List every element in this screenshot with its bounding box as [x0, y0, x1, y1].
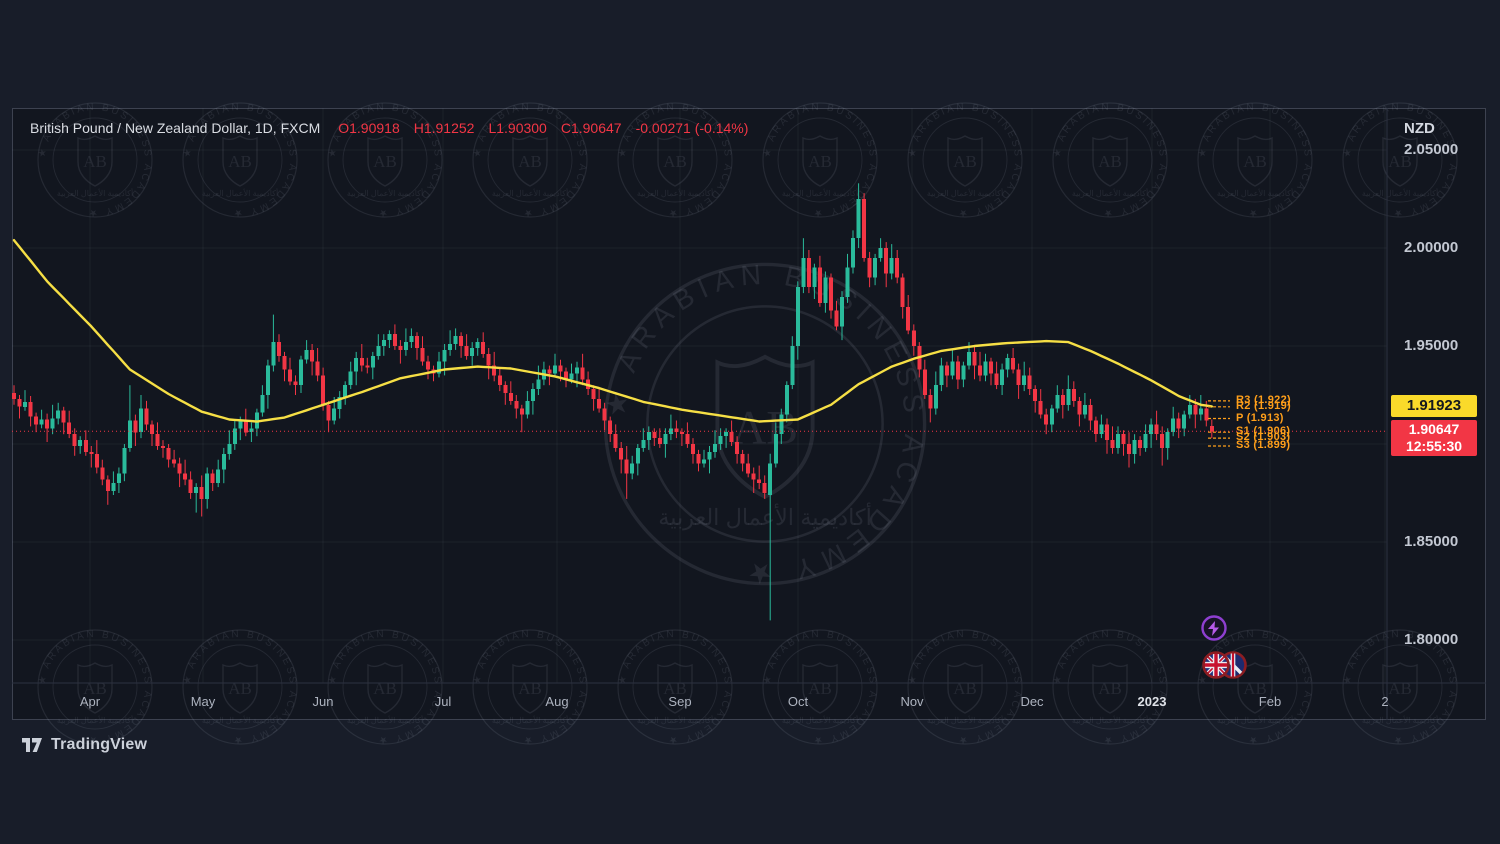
- time-tick-label: Jul: [434, 694, 452, 709]
- pivot-label-r3: R3 (1.922): [1236, 393, 1291, 406]
- tradingview-logo-icon: [22, 738, 42, 752]
- high-value: H1.91252: [413, 120, 475, 136]
- pivot-label-p: P (1.913): [1236, 411, 1284, 424]
- ma-price-tag: 1.91923: [1391, 395, 1477, 417]
- time-tick-label: Aug: [545, 694, 569, 709]
- price-tick-label: 1.80000: [1404, 631, 1459, 648]
- change-value: -0.00271 (-0.14%): [635, 120, 749, 136]
- tradingview-brand-text: TradingView: [51, 736, 148, 753]
- price-tick-label: 1.85000: [1404, 533, 1459, 550]
- pivot-label-s1: S1 (1.906): [1236, 425, 1291, 438]
- symbol-header[interactable]: British Pound / New Zealand Dollar, 1D, …: [30, 120, 748, 136]
- price-tick-label: 2.00000: [1404, 239, 1459, 256]
- ohlc-values: O1.90918 H1.91252 L1.90300 C1.90647 -0.0…: [338, 120, 748, 136]
- time-tick-label: 2: [1381, 694, 1389, 709]
- time-tick-label: Apr: [79, 694, 101, 709]
- quote-currency-label: NZD: [1404, 120, 1435, 137]
- time-tick-label: Dec: [1020, 694, 1044, 709]
- last-price-tag: 1.90647 12:55:30: [1391, 420, 1477, 456]
- pivot-label-s2: S2 (1.903): [1236, 431, 1291, 444]
- time-tick-label: May: [190, 694, 216, 709]
- pivot-label-r2: R2 (1.919): [1236, 399, 1291, 412]
- low-value: L1.90300: [488, 120, 547, 136]
- close-value: C1.90647: [560, 120, 622, 136]
- price-tick-label: 1.95000: [1404, 337, 1459, 354]
- bar-countdown: 12:55:30: [1405, 438, 1463, 454]
- time-tick-label: Oct: [787, 694, 809, 709]
- open-value: O1.90918: [338, 120, 400, 136]
- uk-flag-icon[interactable]: [1202, 651, 1230, 679]
- symbol-title[interactable]: British Pound / New Zealand Dollar, 1D, …: [30, 120, 321, 136]
- time-tick-label: Feb: [1258, 694, 1282, 709]
- lightning-event-icon[interactable]: [1201, 615, 1227, 641]
- chart-event-markers[interactable]: [1194, 610, 1256, 684]
- time-tick-label: Sep: [668, 694, 692, 709]
- tradingview-attribution[interactable]: TradingView: [20, 733, 147, 757]
- pivot-label-s3: S3 (1.899): [1236, 438, 1291, 451]
- last-price-value: 1.90647: [1408, 421, 1460, 437]
- time-tick-label: Jun: [312, 694, 334, 709]
- price-tick-label: 2.05000: [1404, 141, 1459, 158]
- time-tick-label: Nov: [900, 694, 924, 709]
- time-tick-label: 2023: [1137, 694, 1167, 709]
